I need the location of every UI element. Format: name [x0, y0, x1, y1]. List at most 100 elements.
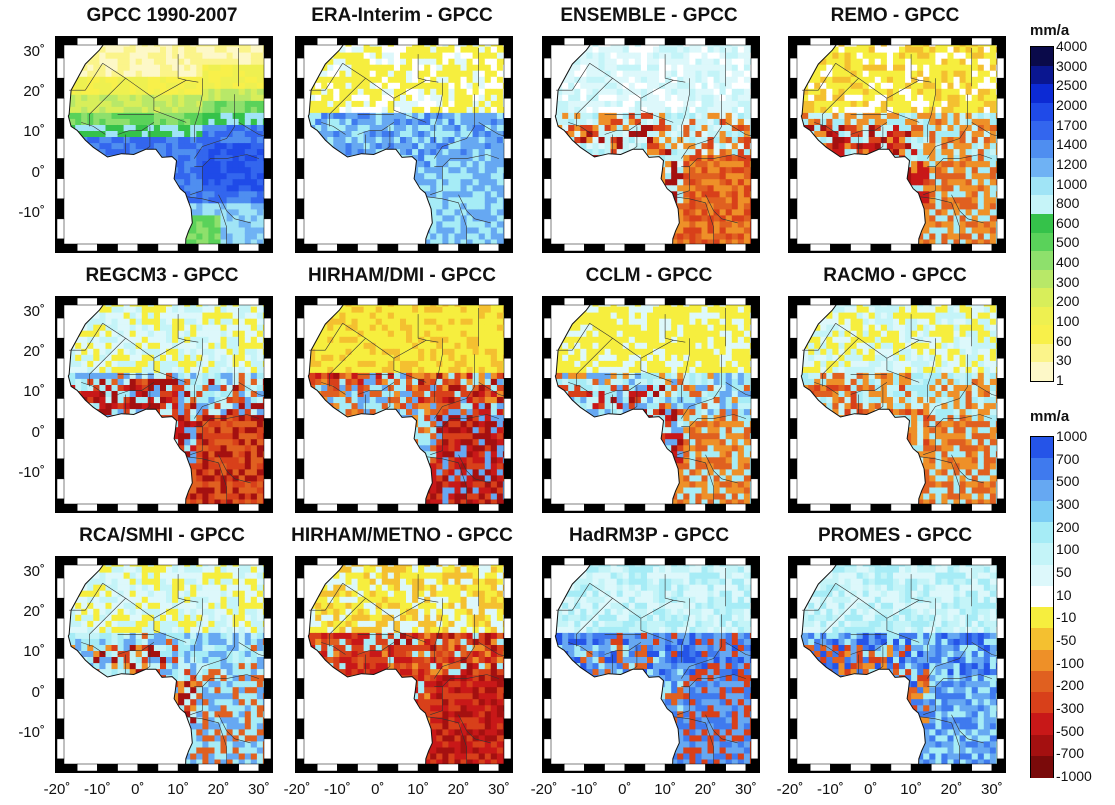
- coastline: [800, 298, 1004, 511]
- country-border: [923, 426, 936, 455]
- country-border: [434, 154, 499, 167]
- country-border: [677, 686, 690, 715]
- panel-title: PROMES - GPCC: [817, 525, 973, 546]
- colorbar-absolute-tick-label: 1200: [1056, 155, 1088, 172]
- country-border: [632, 386, 638, 410]
- country-border: [681, 414, 746, 427]
- colorbar-difference-tick-label: 500: [1056, 473, 1080, 490]
- map-panel: [295, 36, 513, 253]
- country-border: [673, 456, 714, 507]
- longitude-tick-label: 20˚: [694, 781, 717, 798]
- country-border: [218, 194, 251, 224]
- country-border: [927, 78, 936, 143]
- country-border: [850, 122, 888, 135]
- country-border: [556, 63, 590, 91]
- longitude-tick-label: 0˚: [864, 781, 878, 798]
- latitude-tick-label: 10˚: [23, 123, 45, 141]
- country-border: [681, 614, 722, 679]
- country-border: [681, 598, 690, 663]
- colorbar-absolute-swatch: [1031, 269, 1053, 289]
- colorbar-difference-swatch: [1031, 628, 1053, 650]
- country-border: [385, 126, 391, 150]
- country-border: [190, 166, 203, 195]
- map-panel: [295, 296, 513, 513]
- country-border: [632, 126, 638, 150]
- latitude-tick-label: 30˚: [23, 43, 45, 61]
- coastline: [554, 38, 758, 251]
- longitude-tick-label: 10˚: [654, 781, 676, 798]
- colorbar-absolute-tick-label: 500: [1056, 234, 1080, 251]
- country-border: [385, 646, 391, 670]
- colorbar-difference-swatch: [1031, 543, 1053, 565]
- longitude-tick-label: -20˚: [776, 781, 804, 798]
- country-border: [321, 382, 346, 395]
- country-border: [309, 583, 343, 611]
- colorbar-difference-swatch: [1031, 670, 1053, 693]
- colorbar-difference-swatch: [1031, 755, 1053, 778]
- country-border: [145, 386, 151, 410]
- coastline: [307, 558, 511, 771]
- colorbar-absolute-bar: [1030, 46, 1054, 382]
- country-border: [69, 63, 103, 91]
- panel-title: RACMO - GPCC: [823, 265, 967, 286]
- colorbar-absolute-tick-label: 1: [1056, 372, 1064, 388]
- country-border: [117, 122, 155, 135]
- latitude-tick-label: 20˚: [23, 83, 45, 101]
- colorbar-difference-swatch: [1031, 437, 1053, 459]
- colorbar-absolute-swatch: [1031, 306, 1053, 326]
- country-border: [434, 598, 443, 663]
- colorbar-absolute-tick-label: 3000: [1056, 57, 1088, 74]
- colorbar-absolute-swatch: [1031, 232, 1053, 252]
- country-border: [426, 196, 467, 247]
- country-border: [117, 642, 155, 655]
- colorbar-absolute-swatch: [1031, 65, 1053, 85]
- latitude-tick-label: 20˚: [23, 343, 45, 361]
- colorbar-difference-swatch: [1031, 692, 1053, 714]
- country-border: [102, 63, 187, 123]
- country-border: [927, 614, 968, 679]
- country-border: [194, 674, 259, 687]
- colorbar-absolute-tick-label: 4000: [1056, 38, 1088, 54]
- colorbar-absolute-swatch: [1031, 214, 1053, 234]
- panel-title: RCA/SMHI - GPCC: [79, 525, 245, 546]
- colorbar-absolute-tick-label: 30: [1056, 352, 1072, 369]
- colorbar-difference-tick-label: 10: [1056, 586, 1072, 603]
- coastline: [67, 38, 271, 251]
- map-svg: [790, 558, 1004, 771]
- colorbar-absolute-tick-label: 1700: [1056, 116, 1088, 133]
- country-border: [218, 714, 251, 744]
- country-border: [458, 714, 491, 744]
- latitude-tick-label: -10˚: [18, 463, 45, 481]
- country-border: [177, 54, 187, 81]
- country-border: [434, 338, 443, 403]
- country-border: [568, 642, 593, 655]
- country-border: [328, 77, 366, 127]
- map-svg: [544, 298, 758, 511]
- map-panel: [542, 36, 760, 253]
- latitude-tick-label: 30˚: [23, 563, 45, 581]
- colorbar-absolute-swatch: [1031, 102, 1053, 122]
- colorbar-absolute-swatch: [1031, 139, 1053, 159]
- map-panel: [788, 36, 1006, 253]
- colorbar-absolute-tick-label: 1000: [1056, 175, 1088, 192]
- panel-title: REGCM3 - GPCC: [85, 265, 239, 286]
- country-border: [681, 78, 690, 143]
- country-border: [886, 79, 932, 99]
- country-border: [575, 77, 613, 127]
- colorbar-difference-swatch: [1031, 500, 1053, 523]
- country-border: [951, 714, 984, 744]
- country-border: [802, 583, 836, 611]
- colorbar-absolute-tick-label: 2500: [1056, 77, 1088, 94]
- country-border: [681, 674, 746, 687]
- longitude-tick-label: 0˚: [131, 781, 145, 798]
- colorbar-difference-swatch: [1031, 522, 1053, 544]
- colorbar-absolute-tick-label: 600: [1056, 214, 1080, 231]
- country-border: [145, 126, 151, 150]
- map-svg: [297, 558, 511, 771]
- longitude-tick-label: 30˚: [981, 781, 1003, 798]
- country-border: [802, 323, 836, 351]
- colorbar-absolute-swatch: [1031, 251, 1053, 271]
- colorbar-absolute-tick-label: 800: [1056, 195, 1080, 212]
- coastline: [307, 298, 511, 511]
- colorbar-absolute-unit: mm/a: [1030, 22, 1070, 39]
